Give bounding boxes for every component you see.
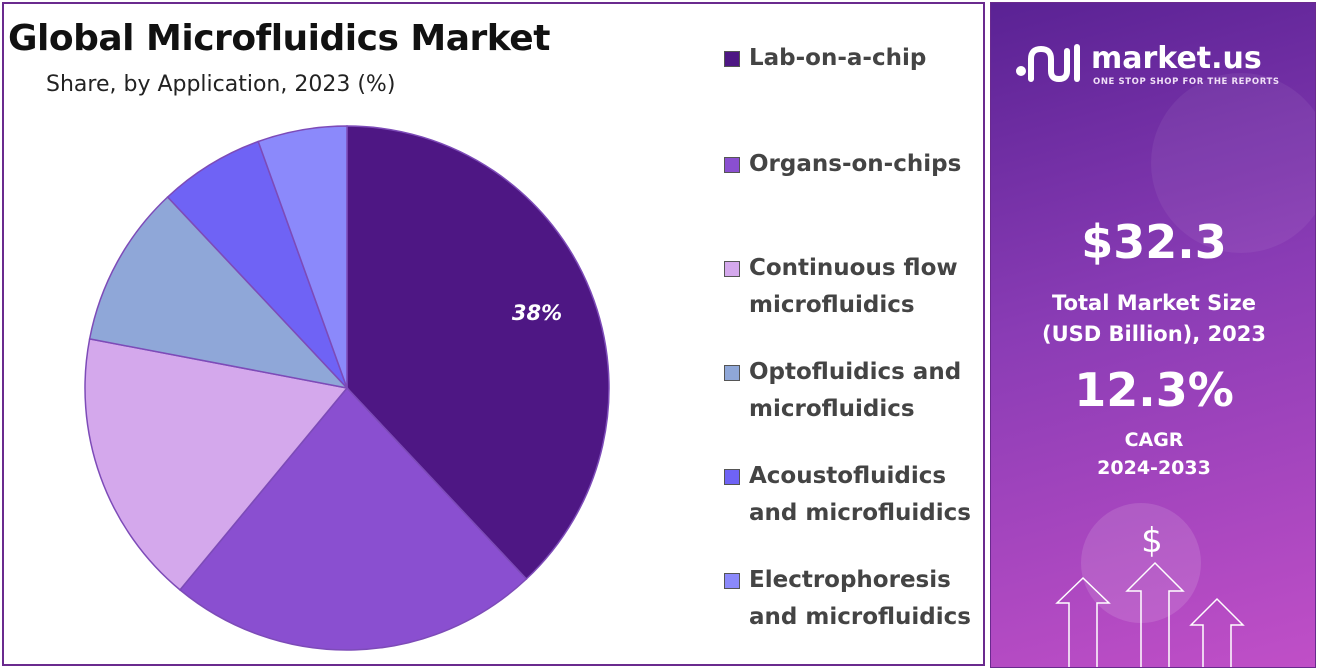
pie-slice-lab-on-a-chip — [346, 125, 610, 581]
legend-label-line: Acoustofluidics — [749, 463, 947, 489]
arrow-up-icon — [1125, 561, 1185, 667]
cagr-period: 2024-2033 — [1097, 457, 1211, 479]
legend-swatch — [724, 573, 740, 589]
dollar-icon: $ — [1141, 521, 1163, 561]
legend-label-line: Continuous flow — [749, 255, 958, 281]
legend-label: Continuous flow microfluidics — [749, 250, 981, 324]
pie-slice-optofluidics-and-microfluidics — [88, 195, 350, 390]
cagr-value: 12.3% — [1074, 363, 1234, 417]
arrow-up-icon — [1189, 597, 1245, 667]
legend-label-line: Lab-on-a-chip — [749, 45, 927, 71]
pie-slice-electrophoresis-and-microfluidics — [257, 125, 348, 389]
legend-label-line: Electrophoresis — [749, 567, 951, 593]
legend-label-line: and microfluidics — [749, 500, 971, 526]
pie-chart: 38% — [84, 125, 610, 651]
pie-data-label: 38% — [512, 301, 562, 325]
brand-name: market.us — [1091, 41, 1262, 76]
legend-label-line: and microfluidics — [749, 604, 971, 630]
chart-subtitle: Share, by Application, 2023 (%) — [46, 72, 396, 97]
legend-label: Acoustofluidics and microfluidics — [749, 458, 981, 532]
legend-swatch — [724, 469, 740, 485]
market-size-caption-1: Total Market Size — [1052, 291, 1256, 315]
legend-label: Optofluidics and microfluidics — [749, 354, 981, 428]
legend-label-line: Optofluidics and — [749, 359, 962, 385]
market-us-logo-icon — [1016, 44, 1080, 83]
market-size-value: $32.3 — [1081, 215, 1227, 269]
legend-label: Electrophoresis and microfluidics — [749, 562, 981, 636]
cagr-label: CAGR — [1124, 429, 1184, 451]
market-size-caption-2: (USD Billion), 2023 — [1041, 322, 1267, 346]
panel-background-decoration — [1055, 73, 1315, 667]
legend-label-line: Organs-on-chips — [749, 151, 962, 177]
legend-swatch — [724, 365, 740, 381]
pie-slice-organs-on-chips — [178, 386, 528, 651]
brand-tagline: ONE STOP SHOP FOR THE REPORTS — [1093, 77, 1280, 87]
chart-title: Global Microfluidics Market — [8, 18, 550, 59]
legend-swatch — [724, 157, 740, 173]
arrow-up-icon — [1055, 576, 1111, 667]
legend-label-line: microfluidics — [749, 292, 915, 318]
legend-swatch — [724, 51, 740, 67]
legend-swatch — [724, 261, 740, 277]
legend-label: Lab-on-a-chip — [749, 40, 981, 77]
legend-label-line: microfluidics — [749, 396, 915, 422]
legend-label: Organs-on-chips — [749, 146, 981, 183]
pie-slice-continuous-flow-microfluidics — [84, 338, 349, 591]
market-summary-panel: market.us ONE STOP SHOP FOR THE REPORTS … — [990, 2, 1316, 668]
